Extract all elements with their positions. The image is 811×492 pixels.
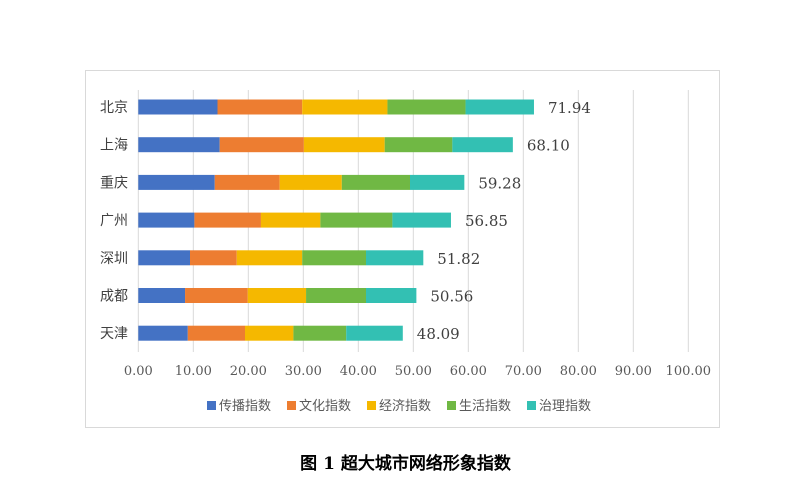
bar-segment bbox=[138, 212, 195, 228]
category-label: 重庆 bbox=[100, 175, 128, 191]
bar-segment bbox=[392, 212, 451, 228]
legend-swatch bbox=[207, 401, 216, 410]
legend-label: 文化指数 bbox=[299, 399, 351, 414]
bar-segment bbox=[219, 137, 304, 153]
category-label: 北京 bbox=[100, 100, 128, 116]
bar-segment bbox=[465, 99, 534, 115]
bar-segment bbox=[293, 325, 347, 341]
x-tick-label: 0.00 bbox=[124, 364, 153, 379]
category-label: 深圳 bbox=[100, 251, 128, 267]
x-tick-label: 100.00 bbox=[666, 364, 712, 379]
bar-segment bbox=[185, 288, 248, 303]
legend-label: 生活指数 bbox=[459, 399, 511, 414]
legend-label: 经济指数 bbox=[379, 399, 431, 414]
bar-segment bbox=[194, 212, 261, 228]
category-label: 天津 bbox=[100, 326, 128, 342]
bar-segment bbox=[384, 137, 453, 153]
x-tick-label: 80.00 bbox=[560, 364, 597, 379]
legend-swatch bbox=[527, 401, 536, 410]
legend-label: 传播指数 bbox=[219, 399, 271, 414]
stacked-bar-chart: 0.00 10.00 20.00 30.00 40.00 50.00 60.00 70.00 8… bbox=[100, 90, 712, 414]
bar-segment bbox=[236, 250, 303, 266]
x-tick-label: 70.00 bbox=[505, 364, 542, 379]
bar-segment bbox=[138, 99, 218, 115]
bar-segment bbox=[302, 99, 388, 115]
bar-segment bbox=[303, 137, 385, 153]
bar-segment bbox=[366, 288, 417, 303]
bar-segment bbox=[138, 288, 186, 303]
x-tick-label: 20.00 bbox=[230, 364, 267, 379]
x-tick-label: 10.00 bbox=[175, 364, 212, 379]
x-tick-label: 40.00 bbox=[340, 364, 377, 379]
category-label: 成都 bbox=[100, 289, 128, 305]
bar-segment bbox=[260, 212, 321, 228]
x-tick-label: 90.00 bbox=[615, 364, 652, 379]
bar-segment bbox=[217, 99, 303, 115]
total-label: 71.94 bbox=[548, 99, 591, 117]
bar-segment bbox=[452, 137, 513, 153]
bar-segment bbox=[138, 137, 220, 153]
legend-label: 治理指数 bbox=[539, 399, 591, 414]
chart-frame bbox=[85, 70, 720, 428]
legend-swatch bbox=[447, 401, 456, 410]
total-label: 48.09 bbox=[417, 325, 460, 343]
total-label: 59.28 bbox=[478, 174, 521, 192]
bar-segment bbox=[247, 288, 307, 303]
legend-swatch bbox=[287, 401, 296, 410]
bar-segment bbox=[214, 174, 280, 190]
total-label: 50.56 bbox=[430, 288, 473, 306]
bar-segment bbox=[346, 325, 403, 341]
bar-segment bbox=[138, 325, 188, 341]
bar-segment bbox=[187, 325, 245, 341]
bar-segment bbox=[279, 174, 342, 190]
bar-segment bbox=[306, 288, 366, 303]
bar-segment bbox=[190, 250, 237, 266]
bar-segment bbox=[387, 99, 466, 115]
x-tick-label: 50.00 bbox=[395, 364, 432, 379]
total-label: 68.10 bbox=[527, 137, 570, 155]
bar-segment bbox=[366, 250, 424, 266]
category-label: 广州 bbox=[100, 213, 128, 229]
bar-segment bbox=[320, 212, 393, 228]
total-label: 51.82 bbox=[437, 250, 480, 268]
category-label: 上海 bbox=[100, 138, 128, 154]
bar-segment bbox=[138, 174, 215, 190]
bar-segment bbox=[410, 174, 465, 190]
bar-segment bbox=[138, 250, 190, 266]
bar-segment bbox=[341, 174, 410, 190]
bar-segment bbox=[302, 250, 366, 266]
total-label: 56.85 bbox=[465, 212, 508, 230]
bar-segment bbox=[245, 325, 294, 341]
legend-swatch bbox=[367, 401, 376, 410]
x-tick-label: 30.00 bbox=[285, 364, 322, 379]
chart-caption: 图 1 超大城市网络形象指数 bbox=[300, 454, 511, 474]
x-tick-label: 60.00 bbox=[450, 364, 487, 379]
